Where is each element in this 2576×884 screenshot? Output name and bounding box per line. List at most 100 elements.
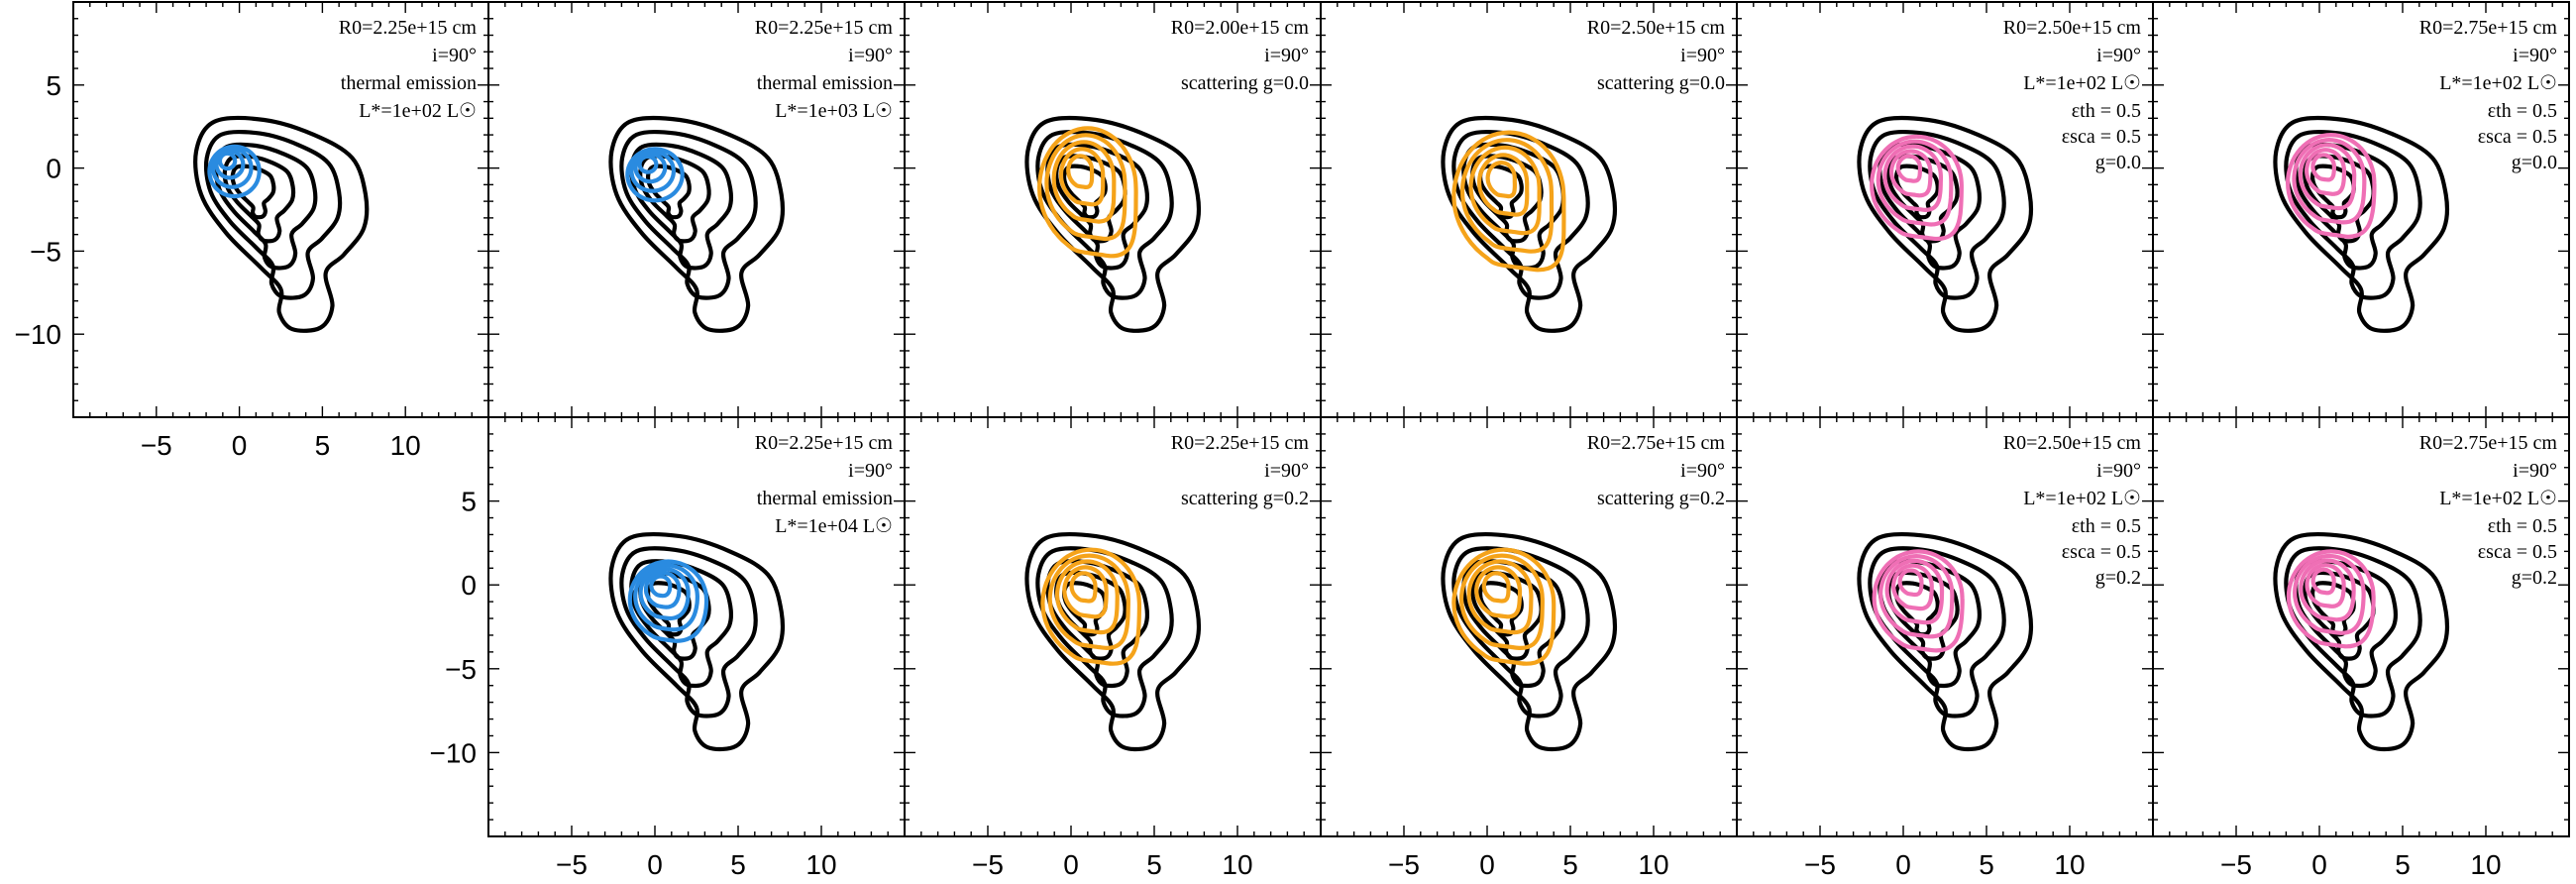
model-contour-level-3 xyxy=(1466,559,1534,635)
panel-annotation-line: εth = 0.5 xyxy=(2488,100,2557,122)
x-tick-label: 5 xyxy=(1979,849,1994,880)
x-tick-label: 0 xyxy=(1895,849,1911,880)
panel-annotation-line: i=90° xyxy=(2096,460,2141,482)
x-tick-label: 5 xyxy=(315,430,331,461)
model-contour-level-4 xyxy=(643,570,682,609)
observed-contour-level-2 xyxy=(2284,129,2422,300)
observed-contour-level-4 xyxy=(222,154,296,244)
panel-annotation-line: scattering g=0.2 xyxy=(1181,488,1309,509)
panel-plot-area xyxy=(2273,115,2450,333)
observed-contour-level-2 xyxy=(1868,129,2006,300)
model-contour-level-1 xyxy=(1451,130,1566,273)
model-contour-level-5 xyxy=(1069,571,1098,604)
model-contour-level-1 xyxy=(1872,549,1965,653)
model-contour-level-3 xyxy=(638,566,691,621)
y-tick-label: 0 xyxy=(46,154,61,184)
model-contour-level-4 xyxy=(637,154,659,174)
model-contour-level-5 xyxy=(1895,154,1923,183)
model-contour-level-3 xyxy=(2298,143,2357,211)
panel-frame xyxy=(1736,1,2154,418)
panel-annotation-line: R0=2.75e+15 cm xyxy=(1587,432,1726,454)
observed-contour-level-2 xyxy=(1035,546,1174,718)
panel-0-5: R0=2.75e+15 cm i=90° L*=1e+02 L☉ εth = 0.5 ε… xyxy=(2152,1,2570,418)
observed-contour-level-1 xyxy=(1441,115,1618,333)
model-contour-level-4 xyxy=(1474,565,1523,619)
panel-1-1: R0=2.25e+15 cm i=90° thermal emission L*=1e… xyxy=(430,416,906,880)
model-contour-level-3 xyxy=(633,152,668,184)
panel-plot-area xyxy=(1857,115,2034,333)
model-contour-level-2 xyxy=(1047,553,1130,651)
y-tick-label: 5 xyxy=(461,487,477,517)
panel-annotation-line: i=90° xyxy=(2513,460,2557,482)
panel-annotation-line: R0=2.00e+15 cm xyxy=(1171,17,1310,39)
x-tick-label: 10 xyxy=(805,849,836,880)
model-contour-level-3 xyxy=(214,149,246,180)
panel-annotation-line: g=0.2 xyxy=(2095,567,2141,589)
panel-annotation-line: R0=2.25e+15 cm xyxy=(755,432,894,454)
panel-plot-area xyxy=(1441,532,1618,752)
panel-annotation-line: R0=2.25e+15 cm xyxy=(755,17,894,39)
panel-annotation-line: i=90° xyxy=(1264,460,1309,482)
panel-plot-area xyxy=(2273,532,2450,752)
observed-contour-level-2 xyxy=(1451,546,1590,718)
panel-0-2: R0=2.00e+15 cm i=90° scattering g=0.0 xyxy=(904,1,1322,418)
model-contour-level-2 xyxy=(1459,138,1555,254)
observed-contour-level-3 xyxy=(1878,142,1983,271)
panel-plot-area xyxy=(608,532,786,752)
model-contour-level-4 xyxy=(1476,153,1530,217)
x-tick-label: 10 xyxy=(2054,849,2085,880)
model-contour-level-2 xyxy=(633,563,700,632)
x-tick-label: −5 xyxy=(1804,849,1836,880)
observed-contour-level-1 xyxy=(608,115,786,333)
model-contour-level-2 xyxy=(1876,139,1954,227)
x-tick-label: 5 xyxy=(1562,849,1578,880)
panel-annotation-line: L*=1e+02 L☉ xyxy=(2023,72,2141,94)
model-contour-level-3 xyxy=(1882,144,1944,213)
model-contour-level-1 xyxy=(627,559,709,643)
model-contour-level-3 xyxy=(2299,558,2356,622)
panel-0-4: R0=2.50e+15 cm i=90° L*=1e+02 L☉ εth = 0.5 ε… xyxy=(1736,1,2154,418)
model-contour-level-2 xyxy=(1458,553,1545,651)
model-contour-level-2 xyxy=(1044,133,1127,242)
model-contour-level-2 xyxy=(2292,137,2367,225)
panel-annotation-line: R0=2.75e+15 cm xyxy=(2419,17,2558,39)
panel-plot-area xyxy=(1024,115,1202,333)
panel-annotation-line: i=90° xyxy=(848,460,893,482)
observed-contour-level-1 xyxy=(2273,115,2450,333)
panel-frame xyxy=(487,416,906,837)
observed-contour-level-3 xyxy=(629,142,734,271)
model-contour-level-4 xyxy=(217,151,238,171)
observed-contour-level-1 xyxy=(1024,532,1202,752)
model-contour-level-5 xyxy=(2310,153,2337,182)
x-tick-label: 0 xyxy=(647,849,663,880)
panel-0-0: R0=2.25e+15 cm i=90° thermal emission L*=1e… xyxy=(15,1,489,461)
observed-contour-level-1 xyxy=(608,532,786,752)
observed-contour-level-3 xyxy=(629,559,734,689)
x-tick-label: 5 xyxy=(1146,849,1162,880)
panel-1-2: R0=2.25e+15 cm i=90° scattering g=0.2 −5 0 5 1… xyxy=(904,416,1322,880)
x-tick-label: 0 xyxy=(2311,849,2327,880)
x-tick-label: −5 xyxy=(1388,849,1420,880)
panel-annotation-line: g=0.0 xyxy=(2512,152,2557,173)
panel-plot-area xyxy=(608,115,786,333)
model-contour-level-2 xyxy=(629,149,677,193)
panel-annotation-line: i=90° xyxy=(1264,45,1309,66)
observed-contour-level-1 xyxy=(1857,115,2034,333)
model-contour-level-1 xyxy=(1869,134,1964,242)
observed-contour-level-1 xyxy=(193,115,370,333)
panel-annotation-line: εsca = 0.5 xyxy=(2478,541,2557,563)
model-contour-level-3 xyxy=(1884,558,1945,625)
model-contour-level-2 xyxy=(1878,553,1955,639)
model-contour-level-5 xyxy=(1897,568,1924,598)
model-contour-level-2 xyxy=(210,147,254,189)
model-contour-level-5 xyxy=(649,574,673,599)
panel-annotation-line: scattering g=0.0 xyxy=(1181,72,1309,94)
x-tick-label: 10 xyxy=(390,430,421,461)
panel-annotation-line: i=90° xyxy=(1680,45,1725,66)
panel-annotation-line: g=0.0 xyxy=(2095,152,2141,173)
observed-contour-level-2 xyxy=(203,129,343,300)
panel-annotation-line: scattering g=0.0 xyxy=(1597,72,1725,94)
observed-contour-level-2 xyxy=(1451,129,1590,300)
panel-annotation-line: R0=2.50e+15 cm xyxy=(1587,17,1726,39)
observed-contour-level-5 xyxy=(646,164,692,220)
